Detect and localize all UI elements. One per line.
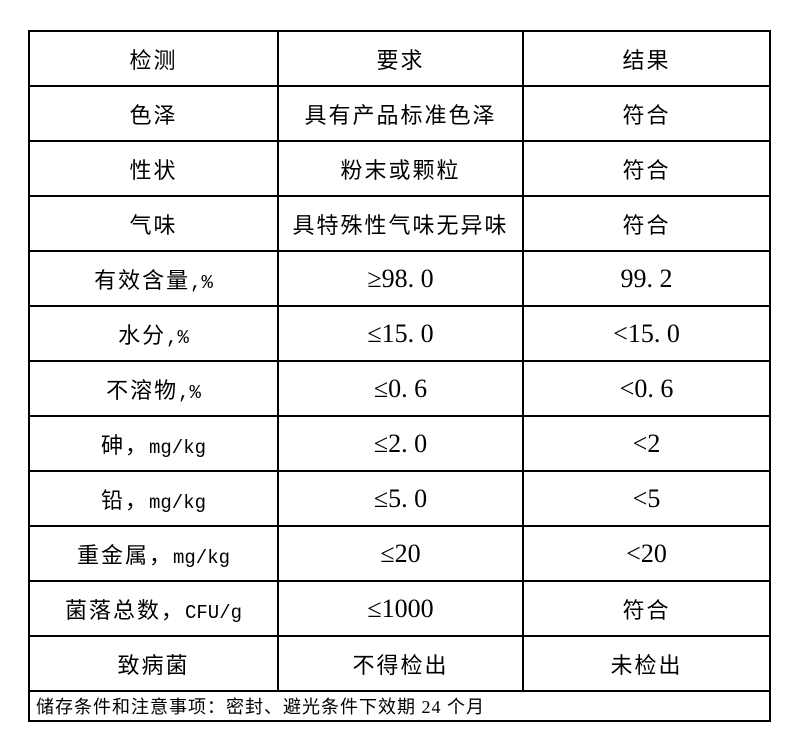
item-unit: mg/kg bbox=[149, 491, 207, 514]
table-footer-row: 储存条件和注意事项：密封、避光条件下效期 24 个月 bbox=[28, 690, 771, 722]
row-total-plate-count: 菌落总数，CFU/g ≤1000 符合 bbox=[28, 580, 771, 637]
item-label: 致病菌 bbox=[117, 652, 190, 678]
cell-item: 铅，mg/kg bbox=[28, 470, 279, 527]
item-label: 色泽 bbox=[129, 102, 178, 128]
item-label: 不溶物 bbox=[106, 377, 179, 403]
row-moisture: 水分,% ≤15. 0 <15. 0 bbox=[28, 305, 771, 362]
cell-requirement: ≤20 bbox=[277, 525, 524, 582]
cell-item: 有效含量,% bbox=[28, 250, 279, 307]
cell-item: 水分,% bbox=[28, 305, 279, 362]
cell-result: 符合 bbox=[522, 580, 771, 637]
cell-item: 重金属，mg/kg bbox=[28, 525, 279, 582]
cell-result: <20 bbox=[522, 525, 771, 582]
item-unit: CFU/g bbox=[185, 601, 243, 624]
item-label: 重金属， bbox=[76, 542, 173, 568]
row-arsenic: 砷，mg/kg ≤2. 0 <2 bbox=[28, 415, 771, 472]
item-unit: mg/kg bbox=[173, 546, 231, 569]
cell-result: <15. 0 bbox=[522, 305, 771, 362]
header-test: 检测 bbox=[28, 30, 279, 87]
row-color: 色泽 具有产品标准色泽 符合 bbox=[28, 85, 771, 142]
cell-result: 符合 bbox=[522, 85, 771, 142]
row-pathogens: 致病菌 不得检出 未检出 bbox=[28, 635, 771, 692]
cell-requirement: ≤0. 6 bbox=[277, 360, 524, 417]
cell-result: 符合 bbox=[522, 195, 771, 252]
cell-result: <5 bbox=[522, 470, 771, 527]
item-unit: ,% bbox=[166, 326, 189, 349]
cell-result: <0. 6 bbox=[522, 360, 771, 417]
item-label: 气味 bbox=[129, 212, 178, 238]
table-header-row: 检测 要求 结果 bbox=[28, 30, 771, 87]
item-unit: ,% bbox=[190, 271, 213, 294]
cell-item: 菌落总数，CFU/g bbox=[28, 580, 279, 637]
header-requirement: 要求 bbox=[277, 30, 524, 87]
cell-requirement: 不得检出 bbox=[277, 635, 524, 692]
item-label: 铅， bbox=[100, 487, 149, 513]
cell-item: 不溶物,% bbox=[28, 360, 279, 417]
cell-item: 气味 bbox=[28, 195, 279, 252]
item-unit: mg/kg bbox=[149, 436, 207, 459]
cell-requirement: 具特殊性气味无异味 bbox=[277, 195, 524, 252]
cell-requirement: ≤5. 0 bbox=[277, 470, 524, 527]
item-label: 砷， bbox=[100, 432, 149, 458]
item-label: 性状 bbox=[129, 157, 178, 183]
cell-result: 符合 bbox=[522, 140, 771, 197]
cell-result: 未检出 bbox=[522, 635, 771, 692]
row-odor: 气味 具特殊性气味无异味 符合 bbox=[28, 195, 771, 252]
row-active-content: 有效含量,% ≥98. 0 99. 2 bbox=[28, 250, 771, 307]
row-heavy-metals: 重金属，mg/kg ≤20 <20 bbox=[28, 525, 771, 582]
item-unit: ,% bbox=[178, 381, 201, 404]
cell-item: 致病菌 bbox=[28, 635, 279, 692]
row-insolubles: 不溶物,% ≤0. 6 <0. 6 bbox=[28, 360, 771, 417]
header-result: 结果 bbox=[522, 30, 771, 87]
item-label: 有效含量 bbox=[94, 267, 191, 293]
cell-item: 色泽 bbox=[28, 85, 279, 142]
cell-result: <2 bbox=[522, 415, 771, 472]
cell-result: 99. 2 bbox=[522, 250, 771, 307]
cell-requirement: 粉末或颗粒 bbox=[277, 140, 524, 197]
cell-item: 性状 bbox=[28, 140, 279, 197]
cell-item: 砷，mg/kg bbox=[28, 415, 279, 472]
cell-requirement: ≤15. 0 bbox=[277, 305, 524, 362]
cell-requirement: 具有产品标准色泽 bbox=[277, 85, 524, 142]
cell-requirement: ≤2. 0 bbox=[277, 415, 524, 472]
inspection-table: 检测 要求 结果 色泽 具有产品标准色泽 符合 性状 粉末或颗粒 符合 气味 具… bbox=[28, 30, 771, 722]
row-lead: 铅，mg/kg ≤5. 0 <5 bbox=[28, 470, 771, 527]
cell-requirement: ≥98. 0 bbox=[277, 250, 524, 307]
row-appearance: 性状 粉末或颗粒 符合 bbox=[28, 140, 771, 197]
storage-conditions-note: 储存条件和注意事项：密封、避光条件下效期 24 个月 bbox=[28, 690, 771, 722]
item-label: 菌落总数， bbox=[64, 597, 185, 623]
cell-requirement: ≤1000 bbox=[277, 580, 524, 637]
item-label: 水分 bbox=[118, 322, 167, 348]
